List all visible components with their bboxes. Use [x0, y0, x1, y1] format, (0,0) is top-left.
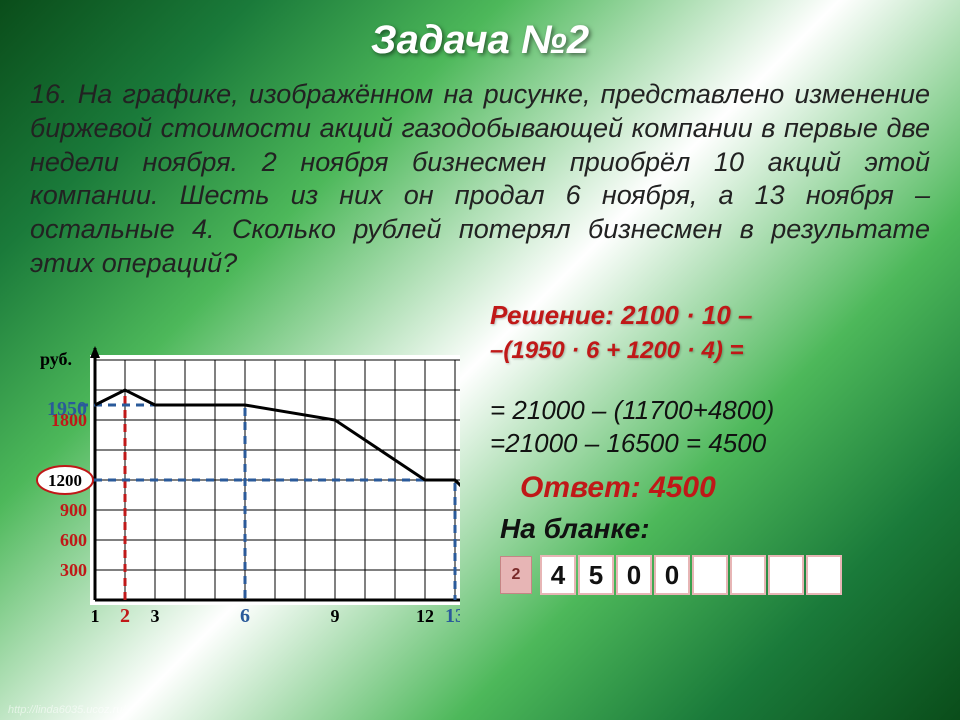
answer-text: Ответ: 4500: [520, 471, 930, 505]
svg-text:1950: 1950: [47, 398, 87, 420]
svg-text:600: 600: [60, 530, 87, 550]
solution-line2: –(1950 · 6 + 1200 · 4) =: [490, 337, 930, 365]
svg-text:13: 13: [445, 605, 460, 627]
slide-title: Задача №2: [0, 18, 960, 63]
svg-text:9: 9: [331, 606, 340, 626]
footer-url: http://linda6035.ucoz.ru/: [8, 704, 125, 716]
answer-form: 2 4500: [500, 555, 930, 595]
svg-text:12: 12: [416, 606, 434, 626]
calc-line1: = 21000 – (11700+4800): [490, 395, 930, 426]
svg-text:6: 6: [240, 605, 250, 627]
form-cell-4: [692, 555, 728, 595]
form-marker: 2: [500, 556, 532, 594]
form-cell-6: [768, 555, 804, 595]
svg-text:300: 300: [60, 560, 87, 580]
stock-chart: руб.1391242613300600900180019501200: [30, 300, 460, 650]
solution-line1: Решение: 2100 · 10 –: [490, 300, 930, 331]
form-cell-5: [730, 555, 766, 595]
form-cell-7: [806, 555, 842, 595]
form-cell-2: 0: [616, 555, 652, 595]
svg-text:900: 900: [60, 500, 87, 520]
form-cell-0: 4: [540, 555, 576, 595]
svg-text:1200: 1200: [48, 471, 82, 490]
calc-line2: =21000 – 16500 = 4500: [490, 428, 930, 459]
form-cell-1: 5: [578, 555, 614, 595]
svg-text:руб.: руб.: [40, 349, 72, 369]
form-label: На бланке:: [500, 513, 930, 545]
svg-text:1: 1: [91, 606, 100, 626]
problem-text: 16. На графике, изображённом на рисунке,…: [30, 78, 930, 281]
svg-text:3: 3: [151, 606, 160, 626]
svg-text:2: 2: [120, 605, 130, 627]
form-cell-3: 0: [654, 555, 690, 595]
